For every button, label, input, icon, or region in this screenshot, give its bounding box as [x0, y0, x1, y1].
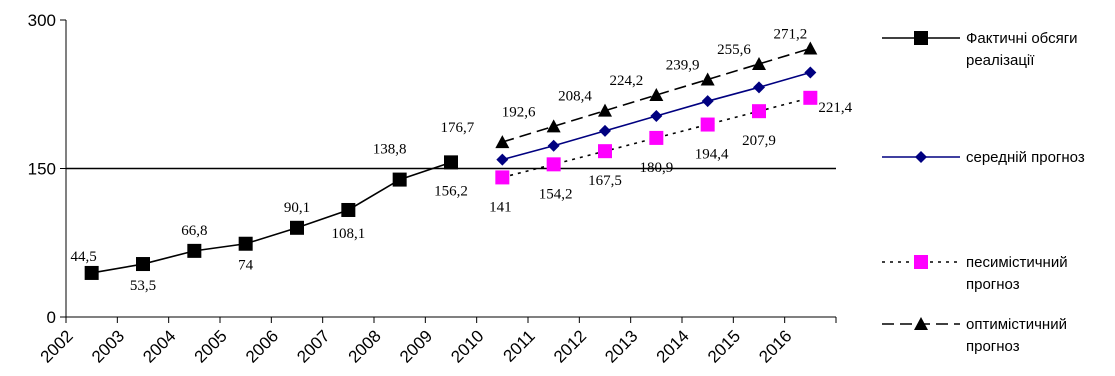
x-tick-label: 2013	[601, 326, 641, 366]
data-point-pessimistic	[495, 170, 510, 185]
x-tick-label: 2011	[500, 326, 539, 365]
plot-area: 0 150 300 2002 2003 2004 2005 2006 2007 2008 2009 2…	[28, 11, 853, 367]
data-label-actual: 53,5	[130, 278, 156, 294]
data-label-pessimistic: 194,4	[695, 147, 729, 163]
data-point-pessimistic	[700, 117, 715, 132]
x-tick-label: 2014	[653, 326, 693, 366]
data-point-actual	[290, 220, 304, 235]
series-actual: 44,5 53,5 66,8 74 90,1 108,1 138,8 156,2	[71, 142, 468, 294]
x-tick-label: 2010	[447, 326, 487, 366]
y-tick-label: 300	[28, 11, 56, 30]
data-label-actual: 138,8	[373, 142, 407, 158]
x-tick-label: 2005	[191, 326, 231, 366]
legend-marker-pessimistic	[914, 255, 928, 269]
series-optimistic: 176,7 192,6 208,4 224,2 239,9 255,6 271,2	[440, 27, 818, 149]
data-label-pessimistic: 154,2	[539, 186, 573, 202]
data-label-actual: 44,5	[71, 249, 97, 265]
data-label-optimistic: 208,4	[558, 89, 592, 105]
legend-label-pessimistic: прогноз	[966, 276, 1020, 293]
x-tick-label: 2002	[37, 326, 77, 366]
legend-label-optimistic: оптимістичний	[966, 316, 1067, 333]
data-label-actual: 74	[238, 258, 254, 274]
legend-marker-optimistic	[914, 317, 928, 330]
data-label-pessimistic: 207,9	[742, 133, 776, 149]
data-point-average	[753, 81, 765, 94]
legend-label-pessimistic: песимістичний	[966, 254, 1068, 271]
data-point-actual	[392, 172, 407, 187]
data-point-actual	[238, 236, 253, 251]
data-label-pessimistic: 221,4	[818, 100, 852, 116]
x-tick-label: 2008	[345, 326, 385, 366]
data-point-optimistic	[700, 72, 715, 86]
data-label-optimistic: 255,6	[717, 42, 751, 58]
data-point-optimistic	[546, 119, 561, 133]
legend-marker-average	[915, 151, 927, 163]
data-point-actual	[84, 265, 99, 280]
x-tick-label: 2012	[550, 326, 590, 366]
data-point-pessimistic	[752, 104, 766, 119]
y-tick-label: 0	[47, 308, 56, 327]
data-point-actual	[341, 202, 356, 217]
data-label-pessimistic: 180,9	[639, 160, 673, 176]
data-point-pessimistic	[598, 144, 612, 159]
data-point-average	[701, 95, 714, 108]
data-point-optimistic	[495, 135, 510, 149]
legend-label-actual: Фактичні обсяги	[966, 30, 1078, 47]
legend: Фактичні обсяги реалізації середній прогно…	[882, 30, 1085, 355]
data-point-optimistic	[649, 88, 664, 102]
data-label-actual: 108,1	[331, 226, 365, 242]
legend-marker-actual	[914, 31, 928, 45]
data-label-optimistic: 192,6	[502, 104, 536, 120]
data-point-actual	[187, 243, 202, 258]
x-tick-label: 2007	[293, 326, 333, 366]
data-label-optimistic: 239,9	[666, 57, 700, 73]
legend-entry-pessimistic: песимістичний прогноз	[882, 254, 1068, 293]
data-point-optimistic	[598, 103, 612, 117]
x-tick-label: 2003	[88, 326, 128, 366]
data-point-average	[599, 124, 611, 137]
legend-entry-actual: Фактичні обсяги реалізації	[882, 30, 1078, 69]
data-label-pessimistic: 167,5	[588, 173, 622, 189]
data-point-average	[650, 110, 663, 123]
data-point-pessimistic	[546, 157, 561, 172]
x-tick-label: 2016	[755, 326, 795, 366]
data-point-optimistic	[752, 56, 766, 70]
data-point-pessimistic	[803, 90, 818, 105]
data-point-pessimistic	[649, 130, 664, 145]
x-tick-label: 2006	[242, 326, 282, 366]
legend-label-actual: реалізації	[966, 52, 1035, 69]
data-point-average	[547, 139, 560, 152]
data-label-actual: 156,2	[434, 183, 468, 199]
legend-entry-optimistic: оптимістичний прогноз	[882, 316, 1067, 355]
data-point-average	[496, 153, 509, 166]
data-point-average	[804, 66, 817, 79]
legend-label-average: середній прогноз	[966, 149, 1085, 166]
data-label-optimistic: 224,2	[609, 73, 643, 89]
data-label-optimistic: 176,7	[440, 120, 474, 136]
x-tick-label: 2009	[396, 326, 436, 366]
x-tick-label: 2004	[139, 326, 179, 366]
data-label-actual: 66,8	[181, 223, 207, 239]
y-tick-label: 150	[28, 160, 56, 179]
data-label-pessimistic: 141	[489, 199, 512, 215]
data-point-optimistic	[803, 41, 818, 55]
data-label-optimistic: 271,2	[773, 27, 807, 43]
series-average	[496, 66, 817, 166]
legend-entry-average: середній прогноз	[882, 149, 1085, 166]
legend-label-optimistic: прогноз	[966, 338, 1020, 355]
data-point-actual	[136, 257, 150, 272]
series-pessimistic: 141 154,2 167,5 180,9 194,4 207,9 221,4	[489, 90, 853, 215]
data-label-actual: 90,1	[284, 200, 310, 216]
series-line-actual	[91, 161, 452, 274]
data-point-actual	[444, 155, 458, 170]
x-tick-label: 2015	[704, 326, 744, 366]
